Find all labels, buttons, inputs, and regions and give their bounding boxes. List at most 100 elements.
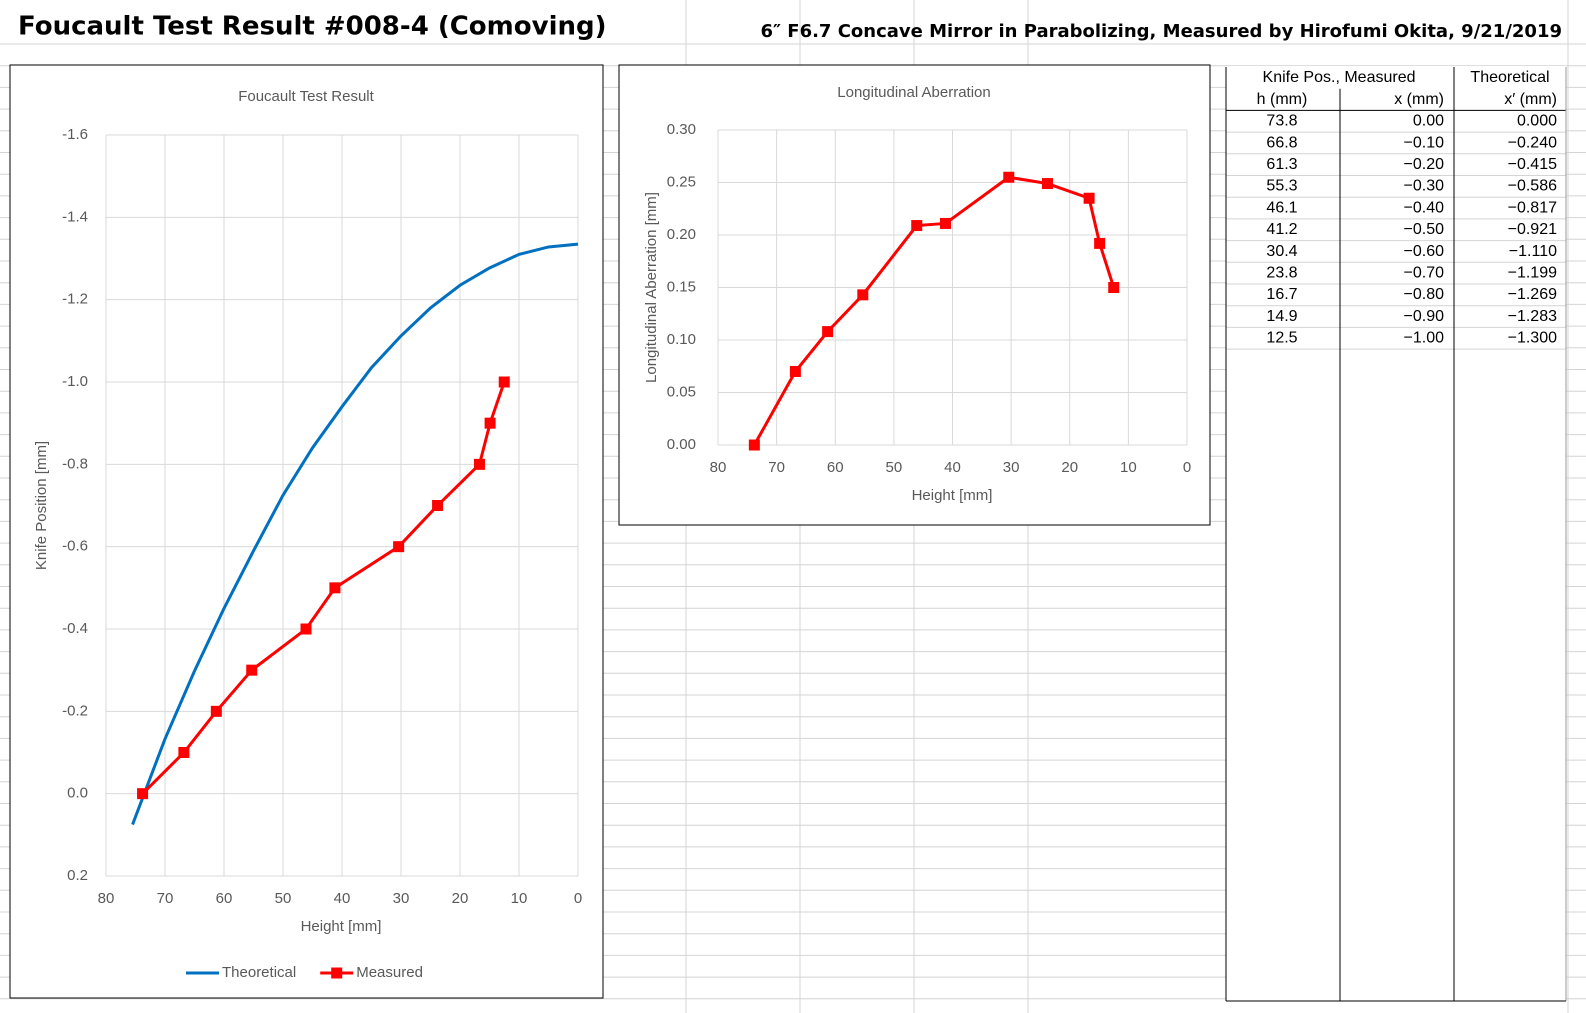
x-tick-label: 20 — [1061, 459, 1078, 476]
marker — [1083, 192, 1095, 204]
y-tick-label: -1.4 — [62, 208, 88, 225]
marker — [939, 217, 951, 229]
table-cell: 16.7 — [1266, 286, 1297, 303]
table-cell: 66.8 — [1266, 134, 1297, 151]
x-tick-label: 30 — [393, 890, 410, 907]
table-background — [1226, 66, 1566, 1001]
table-cell: 23.8 — [1266, 265, 1297, 282]
y-tick-label: -0.6 — [62, 538, 88, 555]
table-cell: −0.415 — [1508, 156, 1557, 173]
table-cell: 61.3 — [1266, 156, 1297, 173]
x-tick-label: 10 — [511, 890, 528, 907]
table-cell: −1.00 — [1404, 330, 1445, 347]
table-cell: −0.60 — [1404, 243, 1445, 260]
x-tick-label: 0 — [574, 890, 582, 907]
y-tick-label: 0.30 — [667, 121, 696, 138]
marker — [822, 326, 834, 338]
y-tick-label: 0.00 — [667, 436, 696, 453]
table-cell: 0.000 — [1517, 113, 1557, 130]
x-tick-label: 50 — [886, 459, 903, 476]
chart-title: Longitudinal Aberration — [837, 84, 990, 101]
table-cell: −0.90 — [1404, 308, 1445, 325]
marker — [210, 705, 222, 717]
x-tick-label: 20 — [452, 890, 469, 907]
table-cell: 41.2 — [1266, 221, 1297, 238]
sheet-title: Foucault Test Result #008-4 (Comoving) — [18, 12, 606, 42]
y-tick-label: -0.2 — [62, 702, 88, 719]
marker — [789, 366, 801, 377]
x-tick-label: 70 — [157, 890, 174, 907]
table-cell: −1.283 — [1508, 308, 1557, 325]
table-cell: 46.1 — [1266, 199, 1297, 216]
y-tick-label: 0.10 — [667, 331, 696, 348]
x-tick-label: 50 — [275, 890, 292, 907]
x-tick-label: 40 — [944, 459, 961, 476]
legend-label: Theoretical — [222, 964, 296, 981]
table-cell: −0.240 — [1508, 134, 1557, 151]
marker — [1094, 237, 1106, 249]
marker — [246, 664, 258, 676]
y-tick-label: -1.6 — [62, 126, 88, 143]
marker — [300, 623, 312, 635]
marker — [1003, 171, 1015, 183]
y-tick-label: -1.2 — [62, 291, 88, 308]
y-tick-label: -0.8 — [62, 455, 88, 472]
marker — [498, 376, 510, 388]
y-axis-label: Longitudinal Aberration [mm] — [643, 192, 660, 383]
x-tick-label: 80 — [98, 890, 115, 907]
y-tick-label: 0.15 — [667, 278, 696, 295]
marker — [857, 289, 869, 301]
x-tick-label: 60 — [827, 459, 844, 476]
table-cell: −0.80 — [1404, 286, 1445, 303]
table-cell: −0.921 — [1508, 221, 1557, 238]
table-column-header: x (mm) — [1394, 91, 1444, 108]
marker — [393, 541, 405, 553]
chart-title: Foucault Test Result — [238, 88, 374, 105]
table-cell: 14.9 — [1266, 308, 1297, 325]
table-column-header: h (mm) — [1257, 91, 1308, 108]
table-cell: −1.199 — [1508, 265, 1557, 282]
table-cell: −0.70 — [1404, 265, 1445, 282]
table-group-header: Theoretical — [1470, 69, 1549, 86]
table-cell: −0.817 — [1508, 199, 1557, 216]
marker — [748, 439, 760, 451]
table-cell: −0.20 — [1404, 156, 1445, 173]
table-cell: 55.3 — [1266, 178, 1297, 195]
table-cell: −0.40 — [1404, 199, 1445, 216]
chart-frame — [9, 64, 604, 999]
table-cell: −0.586 — [1508, 178, 1557, 195]
marker — [432, 500, 444, 511]
table-cell: 12.5 — [1266, 330, 1297, 347]
marker — [473, 458, 485, 470]
x-tick-label: 10 — [1120, 459, 1137, 476]
marker — [1108, 282, 1120, 293]
x-tick-label: 40 — [334, 890, 351, 907]
x-tick-label: 0 — [1183, 459, 1191, 476]
marker — [1041, 178, 1053, 190]
table-cell: 0.00 — [1413, 113, 1444, 130]
legend-marker — [331, 967, 343, 979]
y-tick-label: 0.05 — [667, 383, 696, 400]
marker — [484, 417, 496, 429]
table-column-header: x′ (mm) — [1504, 91, 1557, 108]
y-axis-label: Knife Position [mm] — [33, 441, 50, 570]
chart-frame — [618, 64, 1211, 526]
legend-label: Measured — [356, 964, 423, 981]
sheet-subtitle: 6″ F6.7 Concave Mirror in Parabolizing, … — [760, 21, 1562, 42]
y-tick-label: 0.2 — [67, 867, 88, 884]
table-cell: −1.269 — [1508, 286, 1557, 303]
marker — [137, 788, 149, 800]
x-tick-label: 60 — [216, 890, 233, 907]
x-axis-label: Height [mm] — [301, 918, 382, 935]
table-cell: −1.110 — [1509, 243, 1557, 260]
y-tick-label: 0.20 — [667, 226, 696, 243]
y-tick-label: 0.0 — [67, 785, 88, 802]
y-tick-label: -1.0 — [62, 373, 88, 390]
table-group-header: Knife Pos., Measured — [1263, 69, 1416, 86]
series-line — [131, 242, 579, 826]
table-cell: 73.8 — [1266, 113, 1297, 130]
table-cell: −0.50 — [1404, 221, 1445, 238]
x-tick-label: 80 — [710, 459, 727, 476]
